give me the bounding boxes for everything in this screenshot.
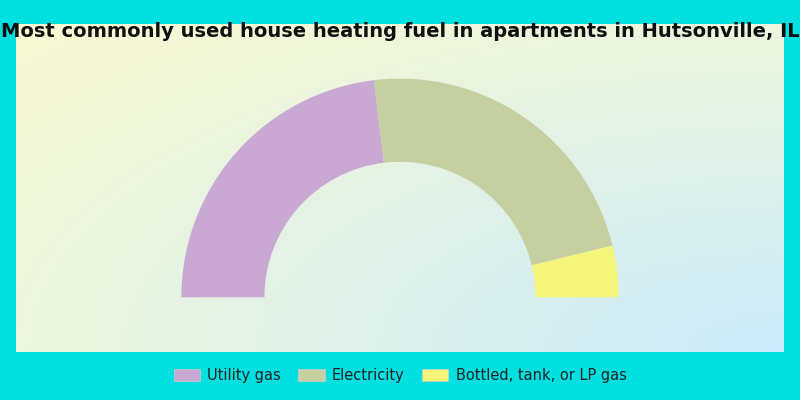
Legend: Utility gas, Electricity, Bottled, tank, or LP gas: Utility gas, Electricity, Bottled, tank,… (168, 362, 632, 389)
Wedge shape (374, 79, 613, 265)
Wedge shape (182, 80, 384, 297)
Text: Most commonly used house heating fuel in apartments in Hutsonville, IL: Most commonly used house heating fuel in… (1, 22, 799, 41)
Wedge shape (532, 246, 618, 297)
